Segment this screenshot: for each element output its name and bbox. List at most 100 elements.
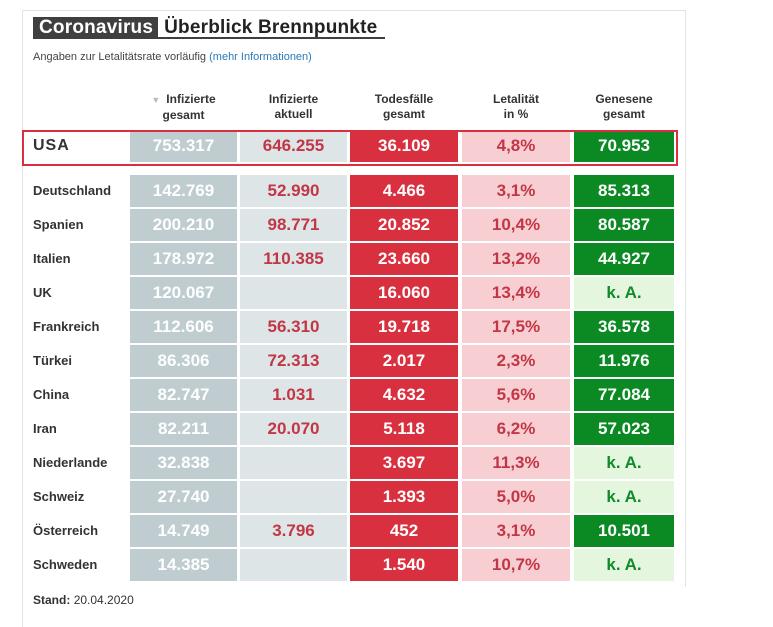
todesfaelle-cell: 4.466 [350, 175, 458, 207]
stand-date: 20.04.2020 [73, 593, 134, 607]
infizierte-gesamt-cell: 14.385 [130, 549, 237, 581]
infizierte-aktuell-cell: 52.990 [240, 175, 347, 207]
country-name: Iran [33, 421, 57, 436]
sort-down-icon[interactable]: ▼ [151, 95, 161, 105]
genesene-cell: 44.927 [574, 243, 674, 275]
title-light: Überblick Brennpunkte [158, 17, 386, 39]
letalitaet-cell: 5,0% [462, 481, 570, 513]
table-row[interactable]: Spanien 200.210 98.771 20.852 10,4% 80.587 [0, 209, 773, 241]
header-label: Todesfälle [374, 92, 434, 106]
country-name: China [33, 387, 70, 402]
header-label: Infizierte [166, 92, 216, 106]
infizierte-gesamt-cell: 82.747 [130, 379, 237, 411]
table-row[interactable]: Schweden 14.385 1.540 10,7% k. A. [0, 549, 773, 581]
infizierte-aktuell-cell: 98.771 [240, 209, 347, 241]
letalitaet-cell: 3,1% [462, 515, 570, 547]
title-dark: Coronavirus [33, 17, 159, 39]
table-row[interactable]: Türkei 86.306 72.313 2.017 2,3% 11.976 [0, 345, 773, 377]
stand-label: Stand: [33, 593, 71, 607]
panel-border-right [685, 10, 686, 587]
infizierte-gesamt-cell: 14.749 [130, 515, 237, 547]
infizierte-aktuell-cell: 72.313 [240, 345, 347, 377]
country-name: Deutschland [33, 183, 112, 198]
country-name: Türkei [33, 353, 73, 368]
page-title: Coronavirus Überblick Brennpunkte [33, 17, 386, 39]
todesfaelle-cell: 4.632 [350, 379, 458, 411]
todesfaelle-cell: 3.697 [350, 447, 458, 479]
infizierte-gesamt-cell: 27.740 [130, 481, 237, 513]
header-label: gesamt [382, 107, 426, 121]
genesene-cell: k. A. [574, 481, 674, 513]
country-name: Österreich [33, 523, 99, 538]
header-genesene[interactable]: Genesene gesamt [574, 92, 674, 122]
infizierte-aktuell-cell: 1.031 [240, 379, 347, 411]
table-row[interactable]: Italien 178.972 110.385 23.660 13,2% 44.927 [0, 243, 773, 275]
todesfaelle-cell: 1.540 [350, 549, 458, 581]
letalitaet-cell: 10,4% [462, 209, 570, 241]
country-name: Schweden [33, 557, 98, 572]
header-todesfaelle[interactable]: Todesfälle gesamt [350, 92, 458, 122]
genesene-cell: 80.587 [574, 209, 674, 241]
header-label: Genesene [595, 92, 653, 106]
genesene-cell: 85.313 [574, 175, 674, 207]
panel-border-left [22, 10, 23, 627]
country-name: Italien [33, 251, 71, 266]
infizierte-gesamt-cell: 142.769 [130, 175, 237, 207]
infizierte-aktuell-cell: 56.310 [240, 311, 347, 343]
country-name: Spanien [33, 217, 84, 232]
subtitle-text: Angaben zur Letalitätsrate vorläufig [33, 51, 207, 63]
infizierte-gesamt-cell: 86.306 [130, 345, 237, 377]
letalitaet-cell: 5,6% [462, 379, 570, 411]
table-row[interactable]: Frankreich 112.606 56.310 19.718 17,5% 36.578 [0, 311, 773, 343]
infizierte-gesamt-cell: 82.211 [130, 413, 237, 445]
stand-footer: Stand: 20.04.2020 [33, 593, 134, 607]
todesfaelle-cell: 36.109 [350, 130, 458, 162]
header-infizierte-gesamt[interactable]: ▼ Infizierte gesamt [130, 92, 237, 123]
table-row[interactable]: Deutschland 142.769 52.990 4.466 3,1% 85.313 [0, 175, 773, 207]
table-row[interactable]: Iran 82.211 20.070 5.118 6,2% 57.023 [0, 413, 773, 445]
genesene-cell: 10.501 [574, 515, 674, 547]
table-row-usa[interactable]: USA 753.317 646.255 36.109 4,8% 70.953 [0, 130, 773, 162]
header-infizierte-aktuell[interactable]: Infizierte aktuell [240, 92, 347, 122]
letalitaet-cell: 10,7% [462, 549, 570, 581]
genesene-cell: 11.976 [574, 345, 674, 377]
table-row[interactable]: Schweiz 27.740 1.393 5,0% k. A. [0, 481, 773, 513]
infizierte-gesamt-cell: 120.067 [130, 277, 237, 309]
table-row[interactable]: Niederlande 32.838 3.697 11,3% k. A. [0, 447, 773, 479]
infizierte-aktuell-cell [240, 549, 347, 581]
todesfaelle-cell: 1.393 [350, 481, 458, 513]
todesfaelle-cell: 16.060 [350, 277, 458, 309]
table-row[interactable]: China 82.747 1.031 4.632 5,6% 77.084 [0, 379, 773, 411]
header-label: gesamt [602, 107, 646, 121]
header-label: Infizierte [268, 92, 319, 106]
country-name: USA [33, 137, 70, 154]
infizierte-gesamt-cell: 112.606 [130, 311, 237, 343]
todesfaelle-cell: 23.660 [350, 243, 458, 275]
header-letalitaet[interactable]: Letalität in % [462, 92, 570, 122]
todesfaelle-cell: 20.852 [350, 209, 458, 241]
todesfaelle-cell: 19.718 [350, 311, 458, 343]
genesene-cell: 77.084 [574, 379, 674, 411]
header-label: in % [503, 107, 529, 121]
letalitaet-cell: 3,1% [462, 175, 570, 207]
more-info-link[interactable]: (mehr Informationen) [209, 51, 312, 63]
infizierte-gesamt-cell: 753.317 [130, 130, 237, 162]
table-row[interactable]: UK 120.067 16.060 13,4% k. A. [0, 277, 773, 309]
infizierte-aktuell-cell: 646.255 [240, 130, 347, 162]
country-name: UK [33, 285, 52, 300]
table-row[interactable]: Österreich 14.749 3.796 452 3,1% 10.501 [0, 515, 773, 547]
infizierte-aktuell-cell: 110.385 [240, 243, 347, 275]
genesene-cell: 70.953 [574, 130, 674, 162]
country-name: Niederlande [33, 455, 108, 470]
table-header: ▼ Infizierte gesamt Infizierte aktuell To… [0, 92, 773, 126]
genesene-cell: k. A. [574, 549, 674, 581]
letalitaet-cell: 6,2% [462, 413, 570, 445]
letalitaet-cell: 2,3% [462, 345, 570, 377]
genesene-cell: 36.578 [574, 311, 674, 343]
genesene-cell: 57.023 [574, 413, 674, 445]
header-label: gesamt [162, 108, 205, 122]
letalitaet-cell: 13,4% [462, 277, 570, 309]
country-name: Schweiz [33, 489, 85, 504]
infizierte-aktuell-cell: 3.796 [240, 515, 347, 547]
letalitaet-cell: 4,8% [462, 130, 570, 162]
